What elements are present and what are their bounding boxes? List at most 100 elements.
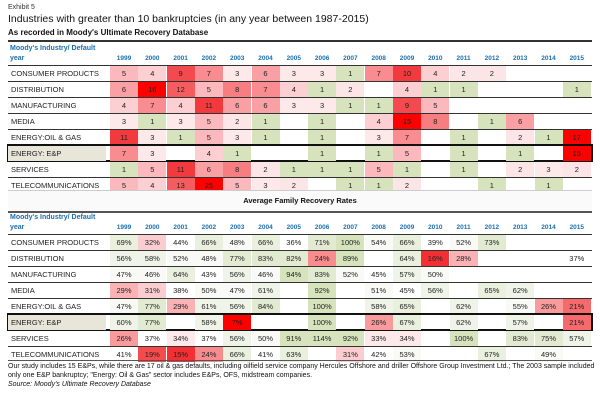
- recovery-rate-cell: [478, 331, 506, 346]
- recovery-rate-cell: 53%: [393, 347, 421, 362]
- recovery-rate-cell: 21%: [562, 299, 591, 314]
- industry-name: DISTRIBUTION: [11, 85, 64, 94]
- table-header: Moody's Industry/ Default year 1999 2000 2…: [8, 43, 592, 65]
- recovery-rate-cell: 114%: [308, 331, 337, 346]
- industry-name: TELECOMMUNICATIONS: [11, 181, 100, 190]
- bankruptcy-count-cell: 1: [336, 98, 365, 113]
- recovery-rate-cell: 65%: [477, 283, 506, 298]
- recovery-rate-cell: 44%: [166, 235, 195, 250]
- recovery-rate-cell: 24%: [308, 251, 337, 266]
- recovery-rate-cell: 60%: [110, 315, 138, 330]
- bankruptcy-count-cell: 1: [477, 114, 506, 129]
- header-label-year: year: [10, 55, 25, 62]
- industry-name: SERVICES: [11, 334, 49, 343]
- recovery-rate-cell: 83%: [506, 331, 535, 346]
- table-row: TELECOMMUNICATIONS 41% 19% 15% 24% 66% 41% 63% 3…: [8, 346, 592, 362]
- bankruptcy-count-cell: 2: [251, 162, 280, 177]
- bankruptcy-count-cell: 5: [223, 178, 252, 193]
- recovery-rate-cell: 37%: [138, 331, 167, 346]
- recovery-rate-cell: 45%: [393, 283, 421, 298]
- bankruptcy-count-cell: 9: [166, 66, 195, 81]
- bankruptcy-count-cell: 1: [110, 162, 138, 177]
- table-row: TELECOMMUNICATIONS 5 4 13 25 5 3 2 1 1 2 1 1: [8, 177, 592, 193]
- recovery-rate-cell: 66%: [194, 235, 223, 250]
- bankruptcy-count-cell: [421, 146, 449, 161]
- recovery-rate-cell: [535, 235, 563, 250]
- bankruptcy-count-cell: 1: [166, 130, 195, 145]
- recovery-rate-cell: 71%: [308, 235, 337, 250]
- recovery-rate-cell: 73%: [477, 235, 506, 250]
- table-header: Moody's Industry/ Default year 1999 2000 2…: [8, 212, 592, 234]
- bankruptcy-count-cell: 5: [194, 130, 223, 145]
- industry-name: ENERGY: E&P: [8, 146, 106, 161]
- recovery-rate-cell: 47%: [110, 267, 138, 282]
- bankruptcy-count-cell: [478, 82, 506, 97]
- exhibit-label: Exhibit 5: [8, 4, 35, 11]
- bankruptcy-count-cell: 1: [308, 130, 337, 145]
- bankruptcy-count-cell: 2: [506, 130, 535, 145]
- bankruptcy-count-cell: 1: [364, 178, 393, 193]
- table-row: MANUFACTURING 47% 46% 64% 43% 56% 46% 94% 83% 52%…: [8, 266, 592, 282]
- table-row: SERVICES 26% 37% 34% 37% 56% 50% 91% 114% 92% 33% 3…: [8, 330, 592, 346]
- bankruptcy-count-cell: 5: [110, 178, 138, 193]
- recovery-rate-cell: [167, 315, 195, 330]
- bankruptcy-count-cell: 1: [308, 82, 337, 97]
- bankruptcy-count-cell: 15: [562, 146, 591, 161]
- year-header: 2000: [145, 55, 160, 62]
- year-header: 2003: [229, 55, 245, 62]
- recovery-rate-cell: [336, 283, 364, 298]
- bankruptcy-count-cell: 17: [562, 130, 591, 145]
- table-row: DISTRIBUTION 6 16 12 5 8 7 4 1 2 4 1 1 1: [8, 81, 592, 97]
- bankruptcy-table: Moody's Industry/ Default year 1999 2000 2…: [7, 43, 593, 193]
- bankruptcy-count-cell: 6: [194, 162, 223, 177]
- bankruptcy-count-cell: 1: [534, 130, 563, 145]
- recovery-rate-cell: 67%: [393, 315, 421, 330]
- bankruptcy-count-cell: 4: [393, 82, 421, 97]
- recovery-rate-cell: 69%: [110, 235, 138, 250]
- year-header: 2002: [201, 55, 217, 62]
- table-row: ENERGY:OIL & GAS 47% 77% 29% 61% 56% 84% 100% 58…: [8, 298, 592, 314]
- table-row: MEDIA 29% 31% 38% 50% 47% 61% 92% 51% 45% 56% 65% 62…: [8, 282, 592, 298]
- recovery-rate-cell: [506, 251, 534, 266]
- recovery-rate-cell: 31%: [336, 347, 365, 362]
- recovery-rate-cell: 52%: [449, 235, 478, 250]
- bankruptcy-count-cell: 5: [364, 162, 393, 177]
- year-header: 2004: [258, 55, 273, 62]
- bankruptcy-count-cell: [478, 130, 506, 145]
- bankruptcy-count-cell: 3: [251, 178, 280, 193]
- year-header: 2009: [399, 224, 415, 231]
- recovery-rate-cell: [280, 283, 308, 298]
- recovery-rate-cell: 50%: [421, 267, 450, 282]
- bankruptcy-count-cell: 25: [194, 178, 223, 193]
- recovery-rate-cell: 66%: [251, 235, 280, 250]
- year-header: 2007: [343, 55, 358, 62]
- recovery-rate-cell: 100%: [308, 299, 337, 314]
- recovery-rate-cell: [478, 267, 506, 282]
- recovery-rate-cell: 63%: [279, 347, 308, 362]
- recovery-rate-cell: 54%: [364, 235, 393, 250]
- recovery-rate-cell: 61%: [194, 299, 223, 314]
- recovery-rate-cell: 41%: [110, 347, 138, 362]
- recovery-rate-cell: 34%: [166, 331, 195, 346]
- recovery-rate-cell: [336, 299, 364, 314]
- recovery-rate-cell: 48%: [194, 251, 223, 266]
- bankruptcy-count-cell: 1: [336, 162, 365, 177]
- bankruptcy-count-cell: 6: [506, 114, 535, 129]
- bankruptcy-count-cell: 8: [421, 114, 450, 129]
- recovery-rate-cell: 83%: [308, 267, 337, 282]
- industry-name: ENERGY:OIL & GAS: [11, 302, 82, 311]
- bankruptcy-count-cell: 3: [138, 146, 167, 161]
- year-header: 2014: [541, 55, 556, 62]
- bankruptcy-count-cell: [280, 146, 308, 161]
- recovery-rate-cell: 33%: [364, 331, 393, 346]
- recovery-rate-cell: 66%: [393, 235, 421, 250]
- bankruptcy-count-cell: 1: [449, 146, 478, 161]
- recovery-rate-cell: 77%: [138, 315, 167, 330]
- year-header: 1999: [116, 55, 132, 62]
- year-header: 2011: [456, 224, 471, 231]
- table-row: MEDIA 3 1 3 5 2 1 1 4 15 8 1 6: [8, 113, 592, 129]
- year-header: 2013: [512, 55, 528, 62]
- recovery-rate-cell: [252, 315, 280, 330]
- bankruptcy-count-cell: [167, 146, 195, 161]
- industry-name: CONSUMER PRODUCTS: [11, 69, 99, 78]
